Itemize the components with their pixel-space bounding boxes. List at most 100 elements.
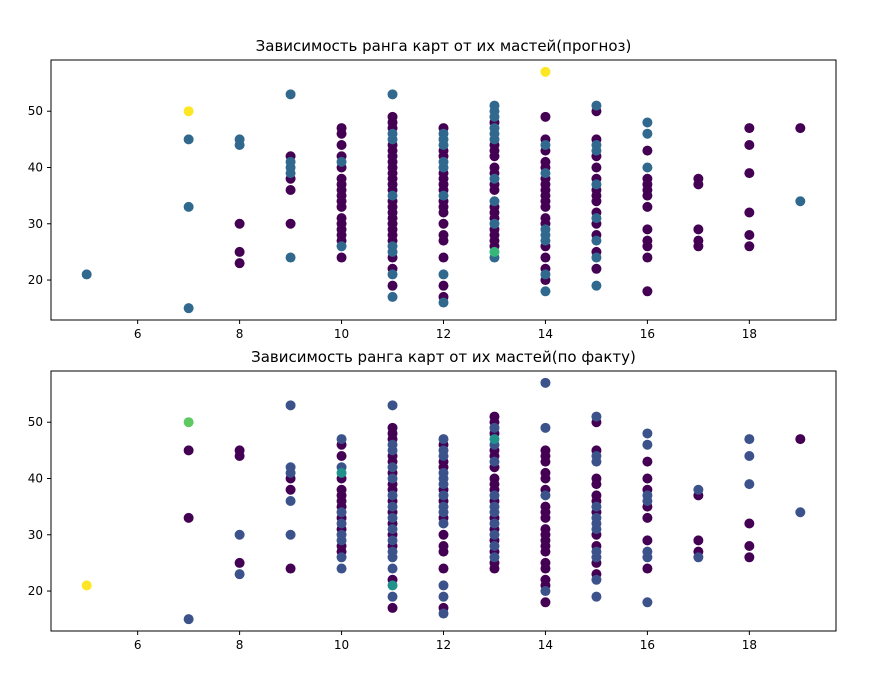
scatter-point — [438, 218, 449, 229]
scatter-point — [438, 608, 449, 619]
scatter-point — [285, 462, 296, 473]
scatter-point — [744, 207, 755, 218]
scatter-point — [591, 213, 602, 224]
scatter-point — [438, 445, 449, 456]
scatter-point — [336, 139, 347, 150]
scatter-point — [642, 201, 653, 212]
scatter-point — [387, 400, 398, 411]
scatter-point — [591, 100, 602, 111]
scatter-point — [336, 123, 347, 134]
scatter-point — [438, 541, 449, 552]
scatter-point — [336, 434, 347, 445]
scatter-point — [387, 439, 398, 450]
scatter-point — [642, 535, 653, 546]
scatter-point — [489, 529, 500, 540]
scatter-point — [387, 280, 398, 291]
scatter-point — [387, 473, 398, 484]
scatter-point — [489, 100, 500, 111]
scatter-point — [642, 128, 653, 139]
scatter-point — [438, 580, 449, 591]
scatter-point — [183, 201, 194, 212]
scatter-point — [234, 569, 245, 580]
scatter-point — [642, 512, 653, 523]
scatter-point — [591, 512, 602, 523]
scatter-point — [540, 490, 551, 501]
scatter-point — [387, 535, 398, 546]
scatter-point — [642, 162, 653, 173]
scatter-point — [489, 473, 500, 484]
scatter-point — [387, 524, 398, 535]
scatter-point — [387, 602, 398, 613]
scatter-point — [81, 269, 92, 280]
scatter-point — [387, 462, 398, 473]
scatter-point — [642, 597, 653, 608]
scatter-point — [336, 518, 347, 529]
scatter-point — [642, 224, 653, 235]
scatter-point — [489, 422, 500, 433]
scatter-point — [540, 597, 551, 608]
scatter-point — [744, 552, 755, 563]
scatter-point — [642, 490, 653, 501]
scatter-point — [489, 411, 500, 422]
y-tick-label: 40 — [28, 471, 43, 485]
x-tick-label: 14 — [538, 638, 553, 652]
y-tick-label: 20 — [28, 584, 43, 598]
scatter-point — [234, 258, 245, 269]
x-tick-label: 10 — [334, 327, 349, 341]
scatter-point — [591, 280, 602, 291]
scatter-point — [591, 473, 602, 484]
scatter-point — [489, 173, 500, 184]
scatter-point — [591, 139, 602, 150]
scatter-point — [438, 269, 449, 280]
scatter-point — [591, 162, 602, 173]
scatter-point — [591, 411, 602, 422]
scatter-point — [744, 450, 755, 461]
scatter-point — [336, 241, 347, 252]
scatter-point — [438, 529, 449, 540]
scatter-point — [234, 134, 245, 145]
scatter-point — [438, 518, 449, 529]
scatter-point — [489, 123, 500, 134]
scatter-point — [438, 297, 449, 308]
scatter-point — [234, 529, 245, 540]
y-tick-label: 50 — [28, 415, 43, 429]
scatter-point — [387, 580, 398, 591]
scatter-point — [693, 235, 704, 246]
scatter-point — [285, 156, 296, 167]
scatter-point — [744, 518, 755, 529]
scatter-point — [693, 224, 704, 235]
scatter-point — [795, 123, 806, 134]
scatter-point — [744, 241, 755, 252]
chart-title: Зависимость ранга карт от их мастей(по ф… — [251, 348, 636, 366]
scatter-point — [795, 507, 806, 518]
scatter-point — [489, 246, 500, 257]
scatter-point — [387, 241, 398, 252]
scatter-point — [387, 422, 398, 433]
scatter-point — [642, 546, 653, 557]
axes-frame — [50, 59, 837, 321]
scatter-point — [642, 439, 653, 450]
scatter-point — [540, 168, 551, 179]
scatter-point — [744, 541, 755, 552]
scatter-point — [438, 280, 449, 291]
scatter-point — [744, 123, 755, 134]
scatter-point — [438, 156, 449, 167]
scatter-point — [387, 546, 398, 557]
scatter-point — [489, 490, 500, 501]
scatter-point — [540, 377, 551, 388]
scatter-point — [489, 218, 500, 229]
x-tick-label: 8 — [236, 638, 244, 652]
scatter-point — [489, 541, 500, 552]
scatter-point — [183, 445, 194, 456]
scatter-point — [540, 422, 551, 433]
scatter-point — [642, 473, 653, 484]
scatter-points — [81, 377, 806, 625]
scatter-point — [81, 580, 92, 591]
scatter-point — [540, 66, 551, 77]
scatter-point — [540, 252, 551, 263]
scatter-point — [387, 89, 398, 100]
x-tick-label: 14 — [538, 327, 553, 341]
scatter-point — [540, 467, 551, 478]
y-tick-label: 30 — [28, 217, 43, 231]
